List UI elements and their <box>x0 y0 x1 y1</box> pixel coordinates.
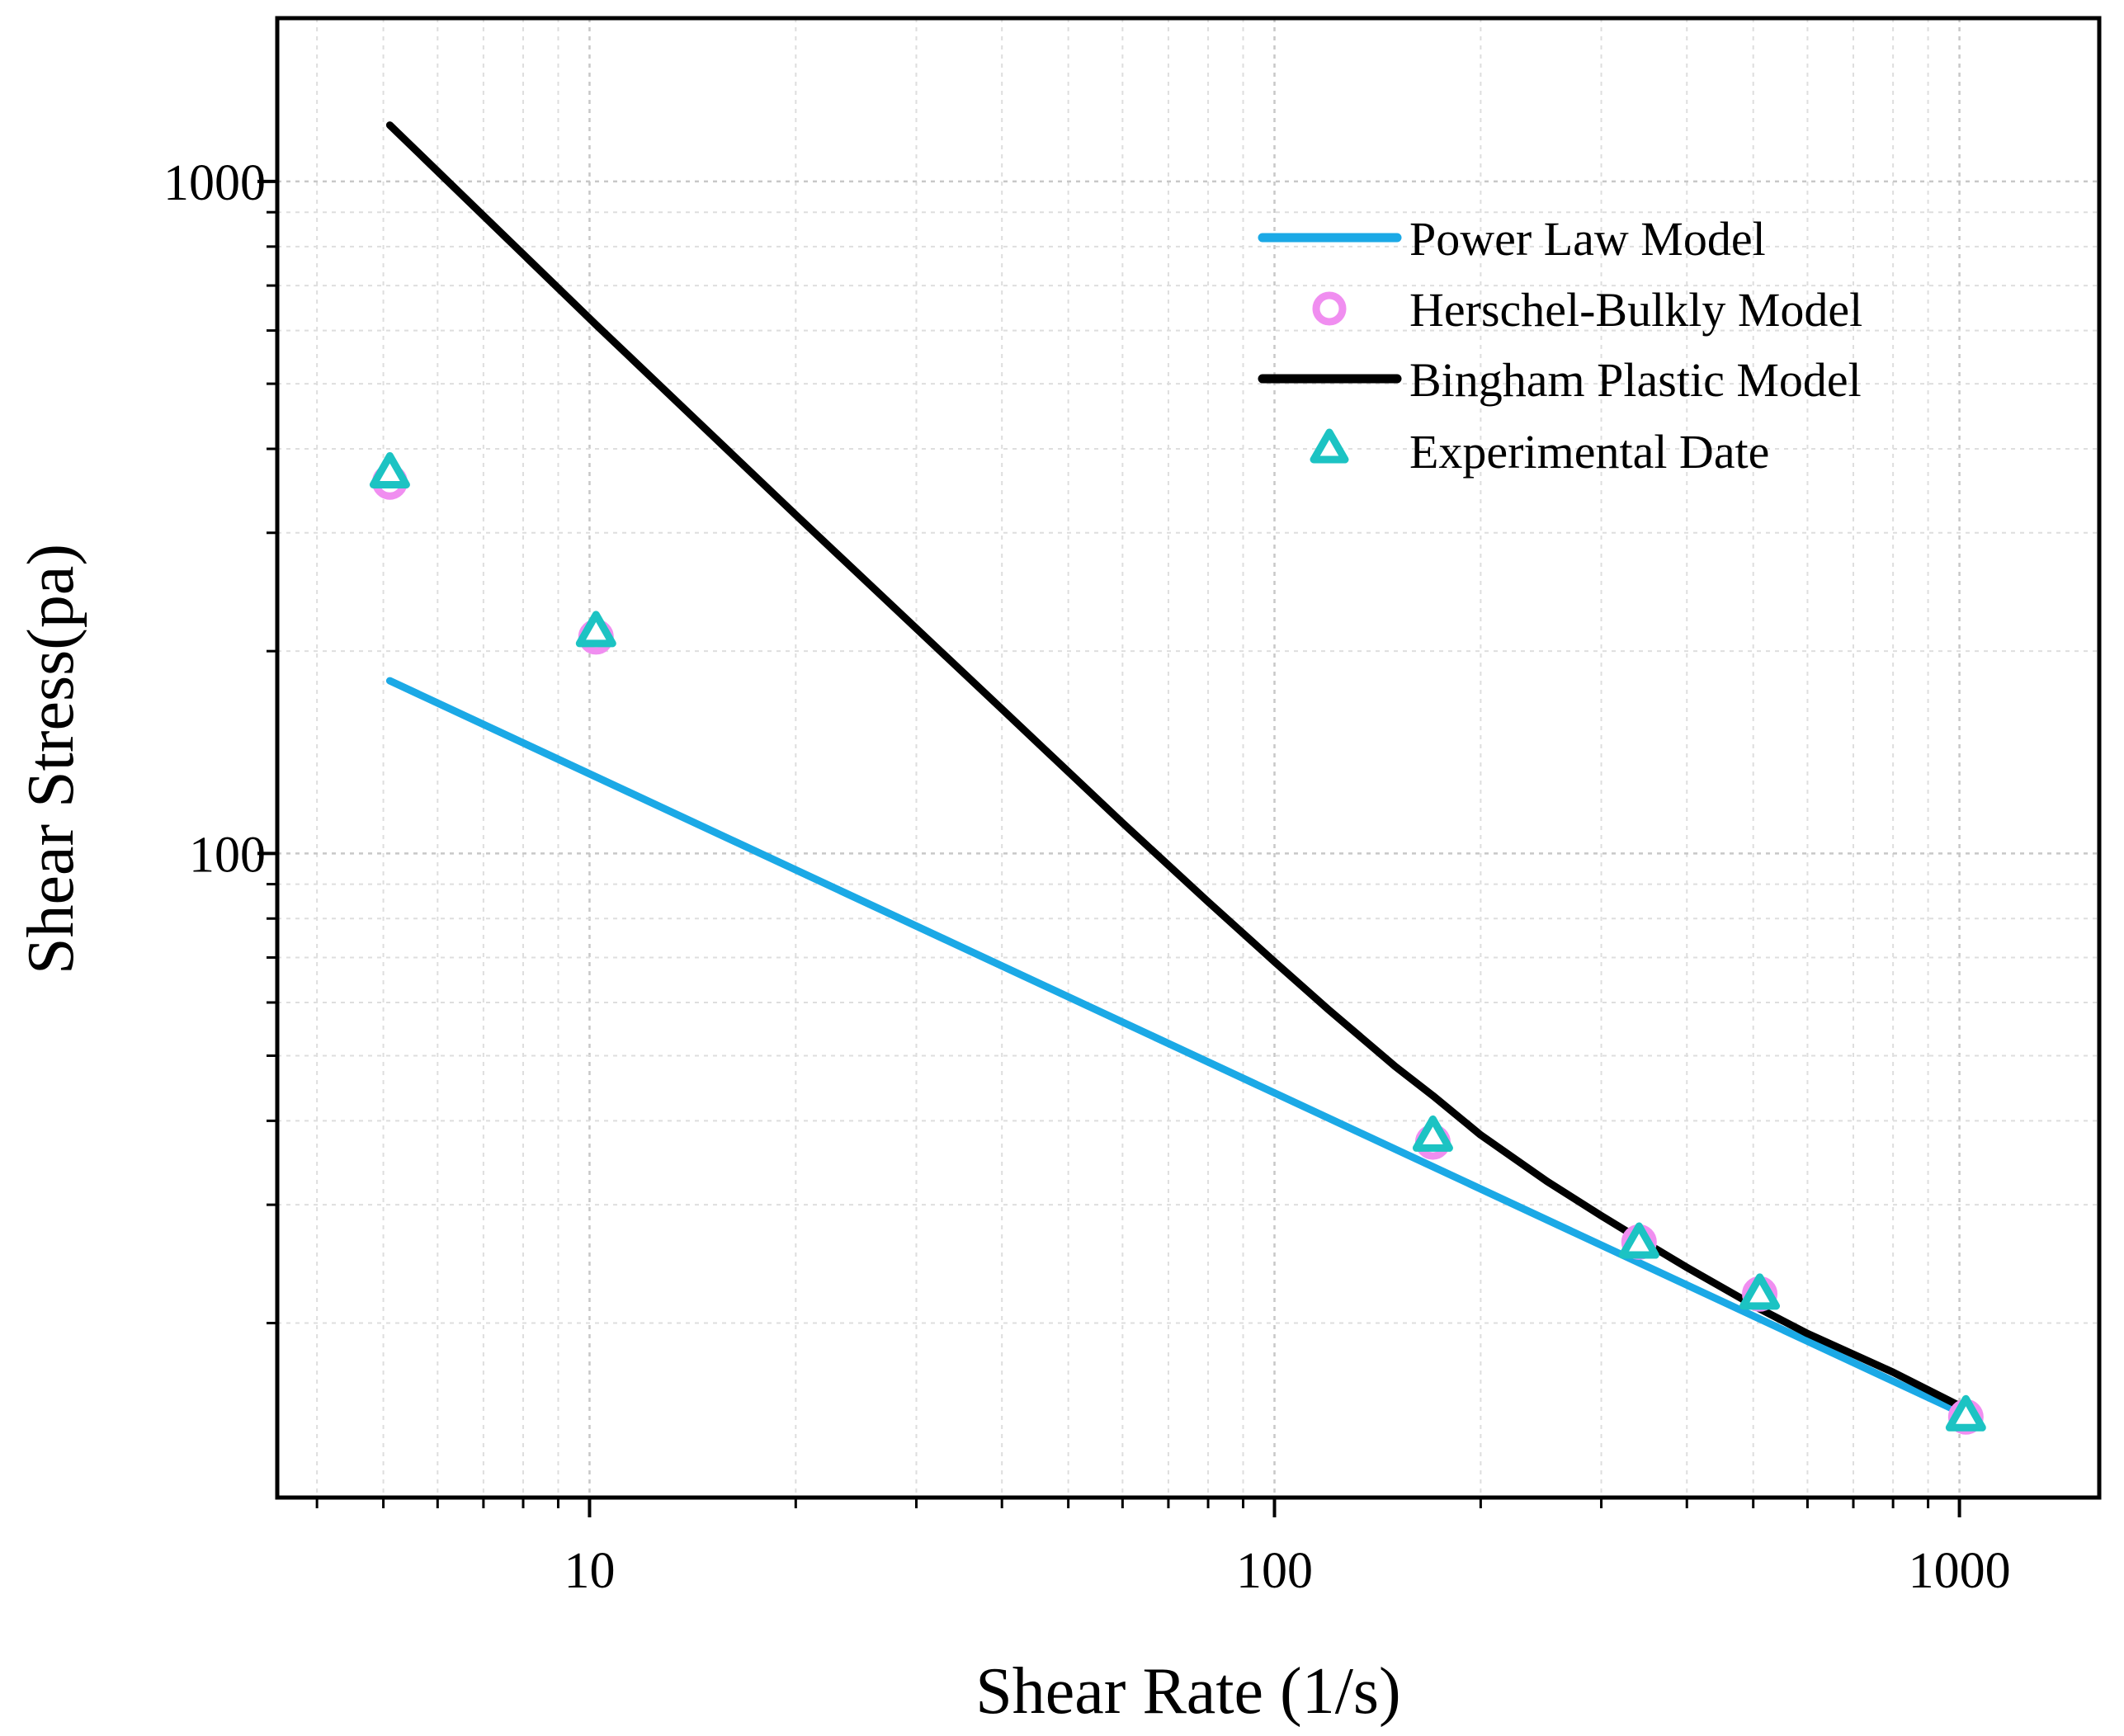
axis-ticks <box>257 179 1961 1517</box>
y-tick-label: 1000 <box>163 155 266 211</box>
y-tick-labels: 100 1000 <box>163 155 266 883</box>
plot-area <box>369 121 1986 1435</box>
x-tick-label: 100 <box>1236 1543 1313 1599</box>
data-point-experimental <box>369 451 410 488</box>
legend-label-herschel-bulkly: Herschel-Bulkly Model <box>1409 283 1862 337</box>
data-point-experimental <box>1739 1273 1781 1310</box>
data-point-experimental <box>1618 1222 1659 1259</box>
legend-swatch-herschel-bulkly <box>1312 291 1347 326</box>
legend: Power Law Model Herschel-Bulkly Model Bi… <box>1258 212 1862 479</box>
legend-label-bingham: Bingham Plastic Model <box>1409 353 1862 407</box>
grid <box>277 18 2099 1498</box>
x-tick-label: 10 <box>564 1543 615 1599</box>
x-tick-label: 1000 <box>1909 1543 2011 1599</box>
data-point-experimental <box>1945 1394 1986 1432</box>
legend-label-experimental: Experimental Date <box>1409 425 1769 479</box>
x-tick-labels: 10 100 1000 <box>564 1543 2010 1599</box>
y-tick-label: 100 <box>189 827 266 883</box>
legend-swatch-experimental <box>1310 428 1349 464</box>
data-point-experimental <box>575 611 616 648</box>
series-line-power-law-model <box>385 677 1970 1419</box>
legend-label-power-law: Power Law Model <box>1409 212 1766 266</box>
y-axis-title: Shear Stress(pa) <box>15 544 87 974</box>
x-axis-title: Shear Rate (1/s) <box>975 1655 1400 1728</box>
data-point-experimental <box>1412 1115 1453 1152</box>
plot-frame <box>275 16 2102 1500</box>
